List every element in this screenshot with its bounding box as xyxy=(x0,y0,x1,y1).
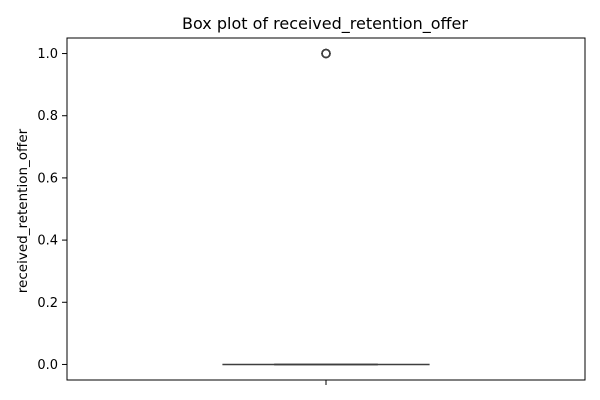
y-tick-label: 0.4 xyxy=(37,234,58,249)
y-tick-label: 0.8 xyxy=(37,109,58,124)
plot-frame xyxy=(66,37,586,381)
chart-title: Box plot of received_retention_offer xyxy=(182,14,468,34)
y-tick-label: 0.6 xyxy=(37,171,58,186)
y-tick-label: 1.0 xyxy=(37,47,58,62)
y-axis-label: received_retention_offer xyxy=(15,128,31,293)
y-tick-label: 0.0 xyxy=(37,358,58,373)
y-tick-label: 0.2 xyxy=(37,296,58,311)
plot-area xyxy=(222,48,430,366)
outlier-point xyxy=(321,48,331,59)
y-axis: 0.0 0.2 0.4 0.6 0.8 1.0 xyxy=(37,47,67,373)
